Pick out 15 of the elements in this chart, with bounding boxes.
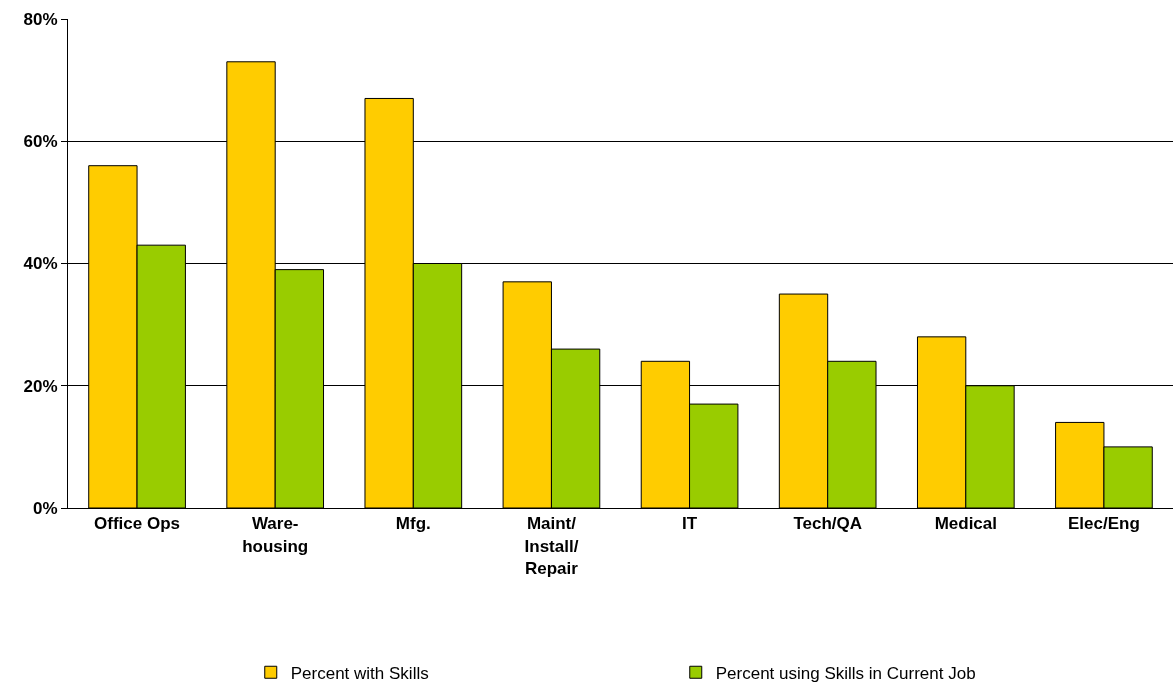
legend-label: Percent with Skills bbox=[290, 663, 429, 683]
x-tick-label: Mfg. bbox=[395, 514, 431, 534]
x-tick-label: Elec/Eng bbox=[1068, 514, 1140, 534]
y-tick-label: 80% bbox=[23, 9, 58, 29]
y-tick-label: 0% bbox=[33, 498, 58, 518]
x-tick-label: Medical bbox=[934, 514, 997, 534]
x-tick-label: Tech/QA bbox=[793, 514, 863, 534]
x-tick-label: IT bbox=[682, 514, 698, 534]
x-tick-label: Office Ops bbox=[94, 514, 181, 534]
x-tick-label: Maint/ Install/ Repair bbox=[524, 514, 579, 578]
y-tick-label: 40% bbox=[23, 254, 58, 274]
x-tick-label: Ware- housing bbox=[242, 514, 309, 556]
legend-label: Percent using Skills in Current Job bbox=[715, 663, 976, 683]
y-tick-label: 20% bbox=[23, 376, 58, 396]
y-tick-label: 60% bbox=[23, 132, 58, 152]
